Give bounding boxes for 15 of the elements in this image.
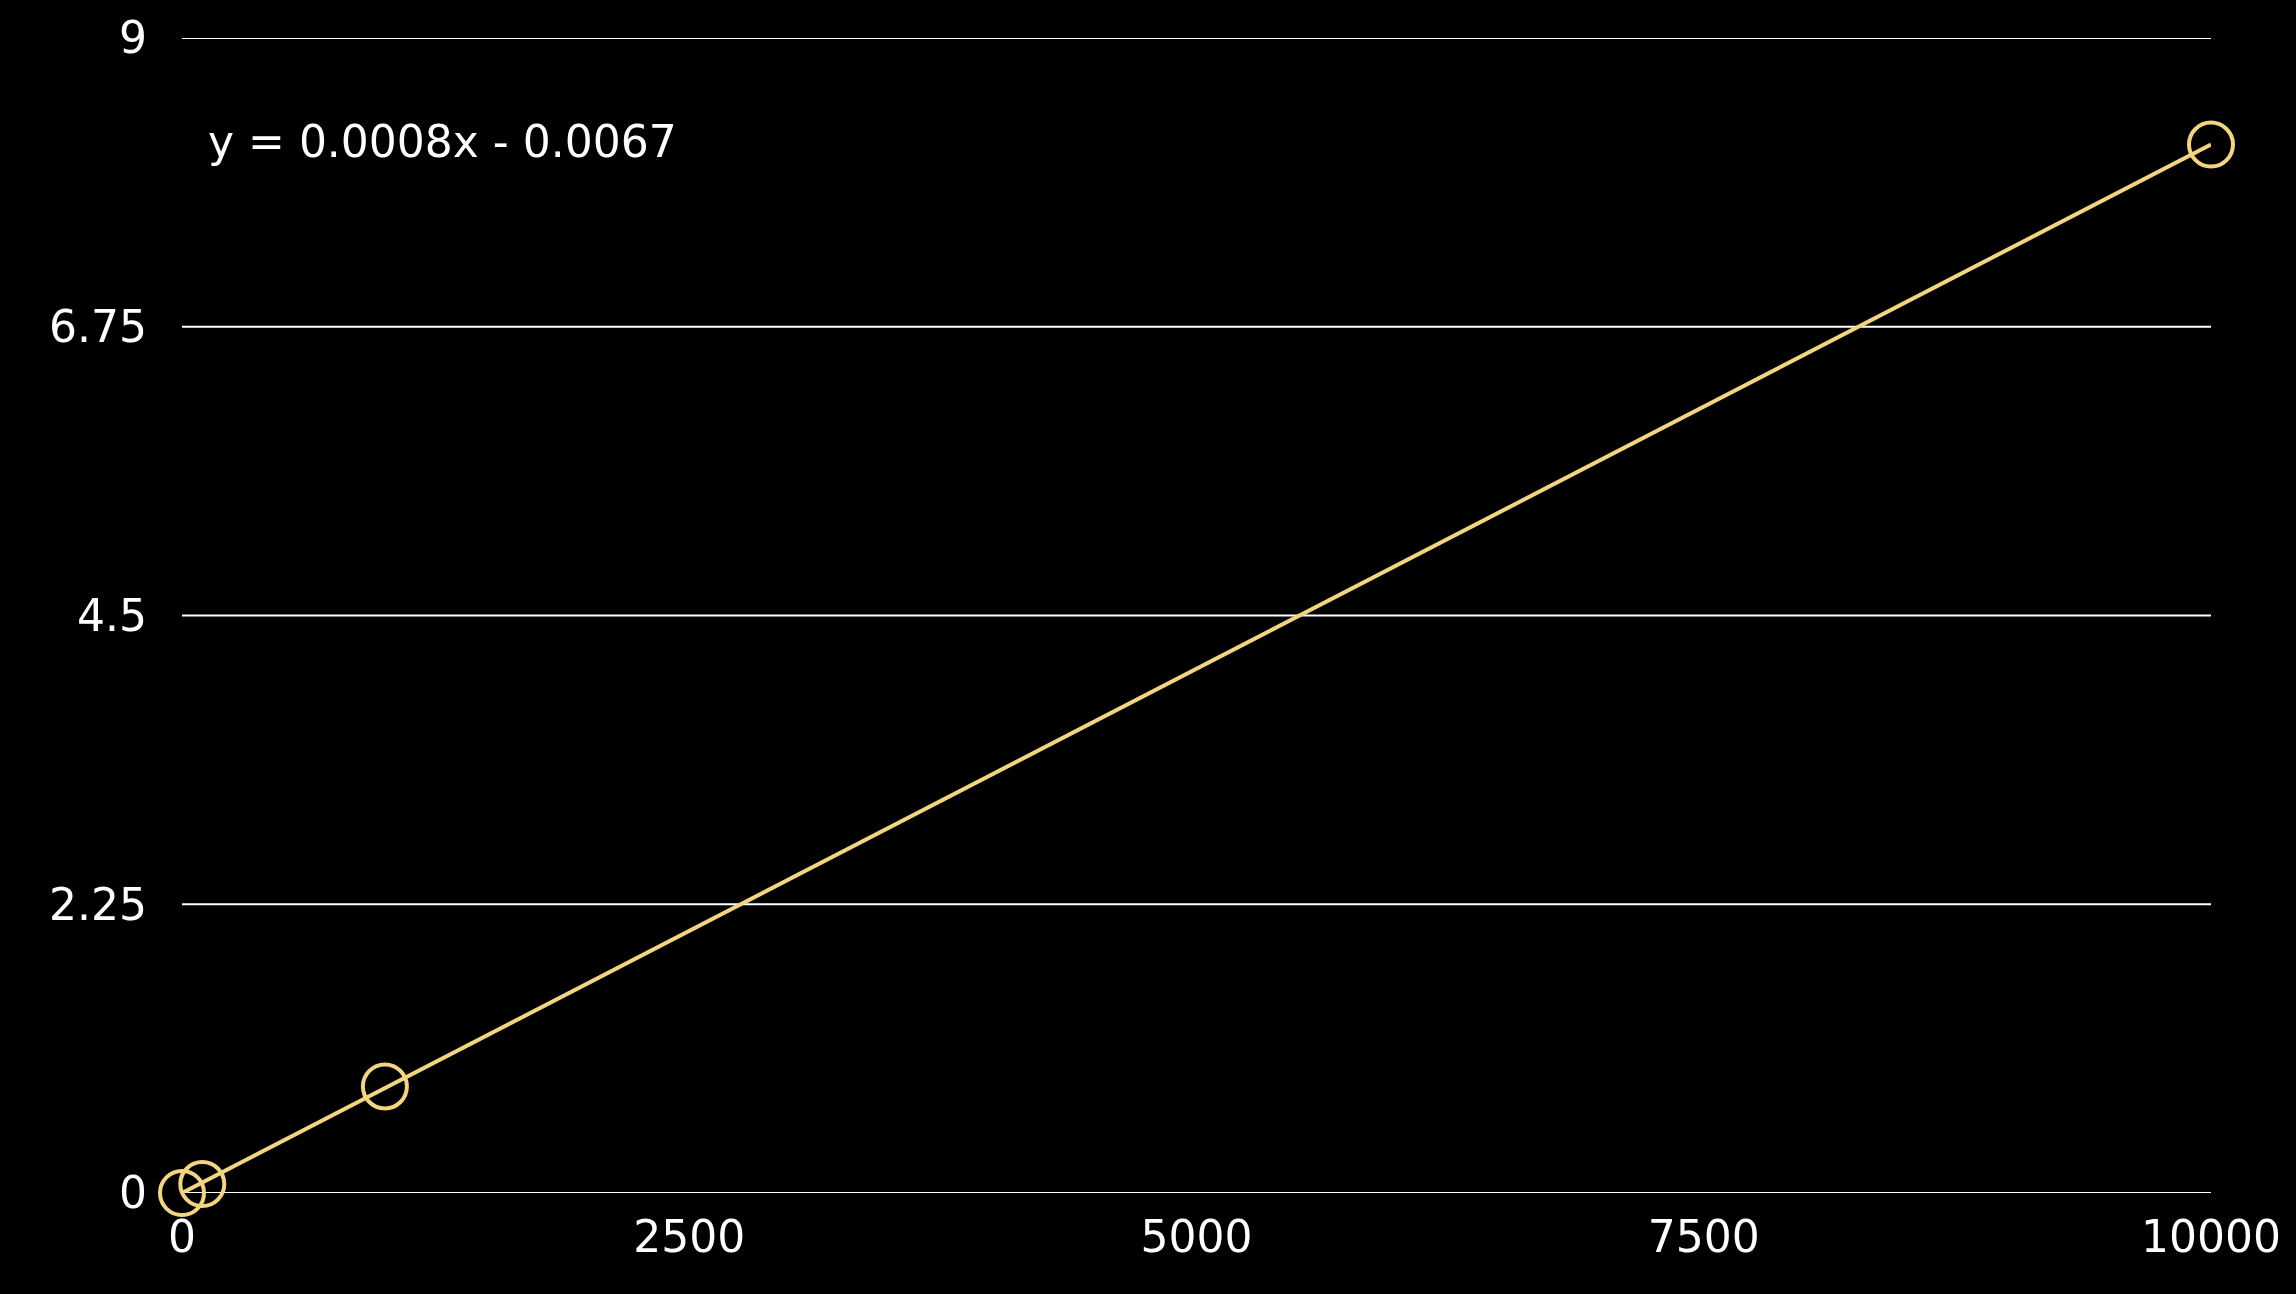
y-tick-label: 4.5: [77, 589, 147, 641]
point: [2187, 120, 2235, 169]
y-tick-label: 6.75: [49, 301, 147, 353]
annotation: y = 0.0008x - 0.0067: [208, 116, 677, 167]
point: [178, 1160, 227, 1208]
y-tick-label: 2.25: [49, 878, 147, 930]
x-tick-label: 7500: [1647, 1211, 1760, 1262]
point: [158, 1169, 206, 1217]
x-tick-label: 5000: [1140, 1211, 1253, 1262]
x-tick-label: 2500: [633, 1211, 746, 1262]
x-tick-label: 0: [168, 1211, 196, 1262]
y-tick-label: 0: [119, 1167, 147, 1219]
point: [360, 1062, 409, 1111]
y-tick-label: 9: [119, 12, 147, 64]
x-tick-label: 10000: [2141, 1211, 2281, 1262]
